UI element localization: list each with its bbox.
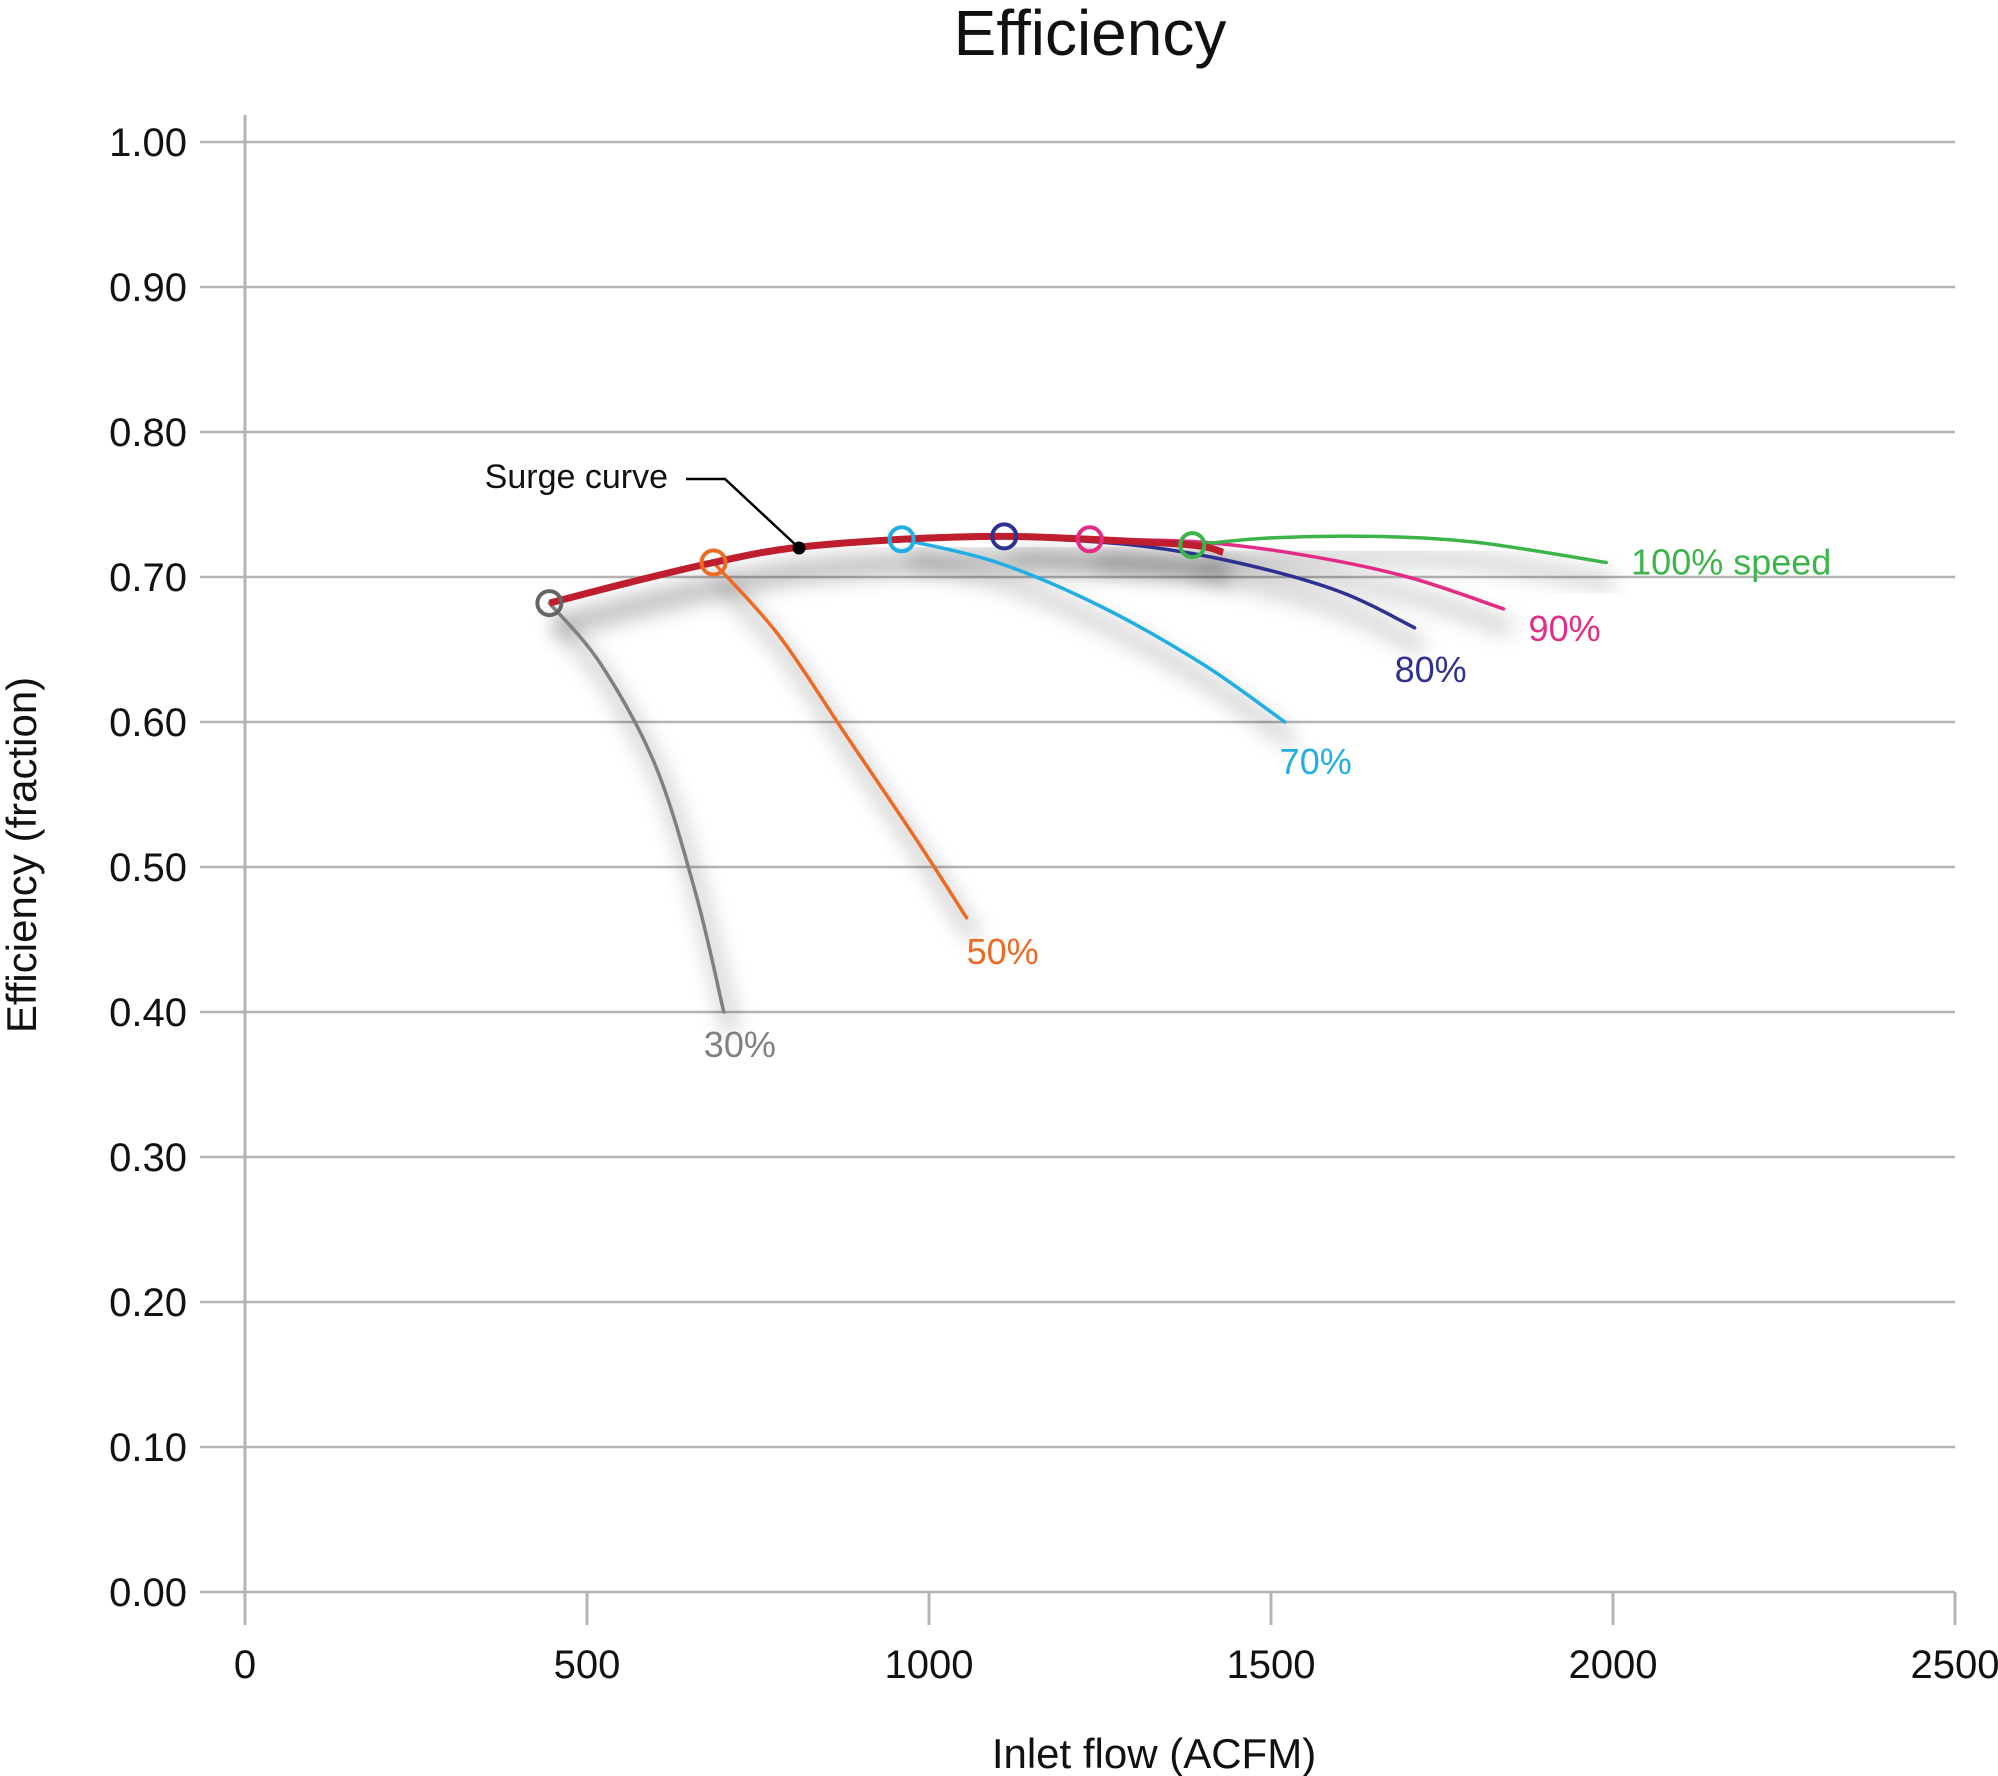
- y-tick-label: 1.00: [109, 121, 187, 165]
- y-tick-label: 0.10: [109, 1426, 187, 1470]
- curve-shadow: [907, 551, 1298, 749]
- surge-point-markers: [535, 477, 1207, 618]
- curve-shadows: [551, 548, 1616, 1034]
- series-line: [711, 560, 969, 920]
- series-labels: Surge curve 30% 50% 70% 80% 90% 100% speed: [485, 458, 1832, 1065]
- chart-title: Efficiency: [954, 0, 1227, 69]
- x-axis-label: Inlet flow (ACFM): [992, 1730, 1316, 1776]
- x-tick-label: 0: [234, 1643, 256, 1687]
- curve-shadow: [715, 577, 982, 943]
- curve-shadow: [1199, 548, 1616, 591]
- surge-curve-line: [548, 532, 1225, 607]
- y-tick-label: 0.80: [109, 411, 187, 455]
- y-tick-label: 0.90: [109, 266, 187, 310]
- y-tick-label: 0.60: [109, 701, 187, 745]
- y-tick-label: 0.70: [109, 556, 187, 600]
- surge-curve-label: Surge curve: [485, 458, 668, 496]
- series-lines: [547, 532, 1608, 1014]
- y-tick-label: 0.40: [109, 991, 187, 1035]
- surge-annotation-leader: [686, 477, 800, 549]
- surge-point-marker: [1178, 531, 1207, 560]
- x-tick-label: 1500: [1227, 1643, 1316, 1687]
- series-label: 90%: [1529, 608, 1601, 649]
- x-tick-label: 2000: [1569, 1643, 1658, 1687]
- x-tick-label: 1000: [885, 1643, 974, 1687]
- surge-point-marker: [699, 548, 728, 577]
- x-tick-label: 2500: [1911, 1643, 1998, 1687]
- grid-lines: [200, 140, 1955, 1594]
- surge-point-marker: [990, 522, 1019, 551]
- series-label: 80%: [1395, 649, 1467, 690]
- y-tick-label: 0.30: [109, 1136, 187, 1180]
- series-label: 50%: [967, 931, 1039, 972]
- surge-point-marker: [535, 589, 564, 618]
- y-tick-label: 0.20: [109, 1281, 187, 1325]
- y-tick-label: 0.50: [109, 846, 187, 890]
- series-line: [547, 601, 726, 1014]
- surge-curve-shadow: [552, 549, 1233, 638]
- y-tick-label: 0.00: [109, 1571, 187, 1615]
- y-axis-label: Efficiency (fraction): [0, 677, 45, 1033]
- surge-point-marker: [1075, 525, 1104, 554]
- x-tick-label: 500: [554, 1643, 621, 1687]
- series-label: 70%: [1280, 741, 1352, 782]
- series-line: [899, 537, 1287, 724]
- axes: 0.00 0.10 0.20 0.30 0.40 0.50 0.60 0.70 0.80 0.90…: [109, 115, 1998, 1687]
- curve-shadow: [551, 617, 740, 1034]
- series-label: 100% speed: [1631, 542, 1831, 583]
- series-label: 30%: [704, 1024, 776, 1065]
- surge-point-marker: [887, 525, 916, 554]
- series-line: [1190, 534, 1608, 565]
